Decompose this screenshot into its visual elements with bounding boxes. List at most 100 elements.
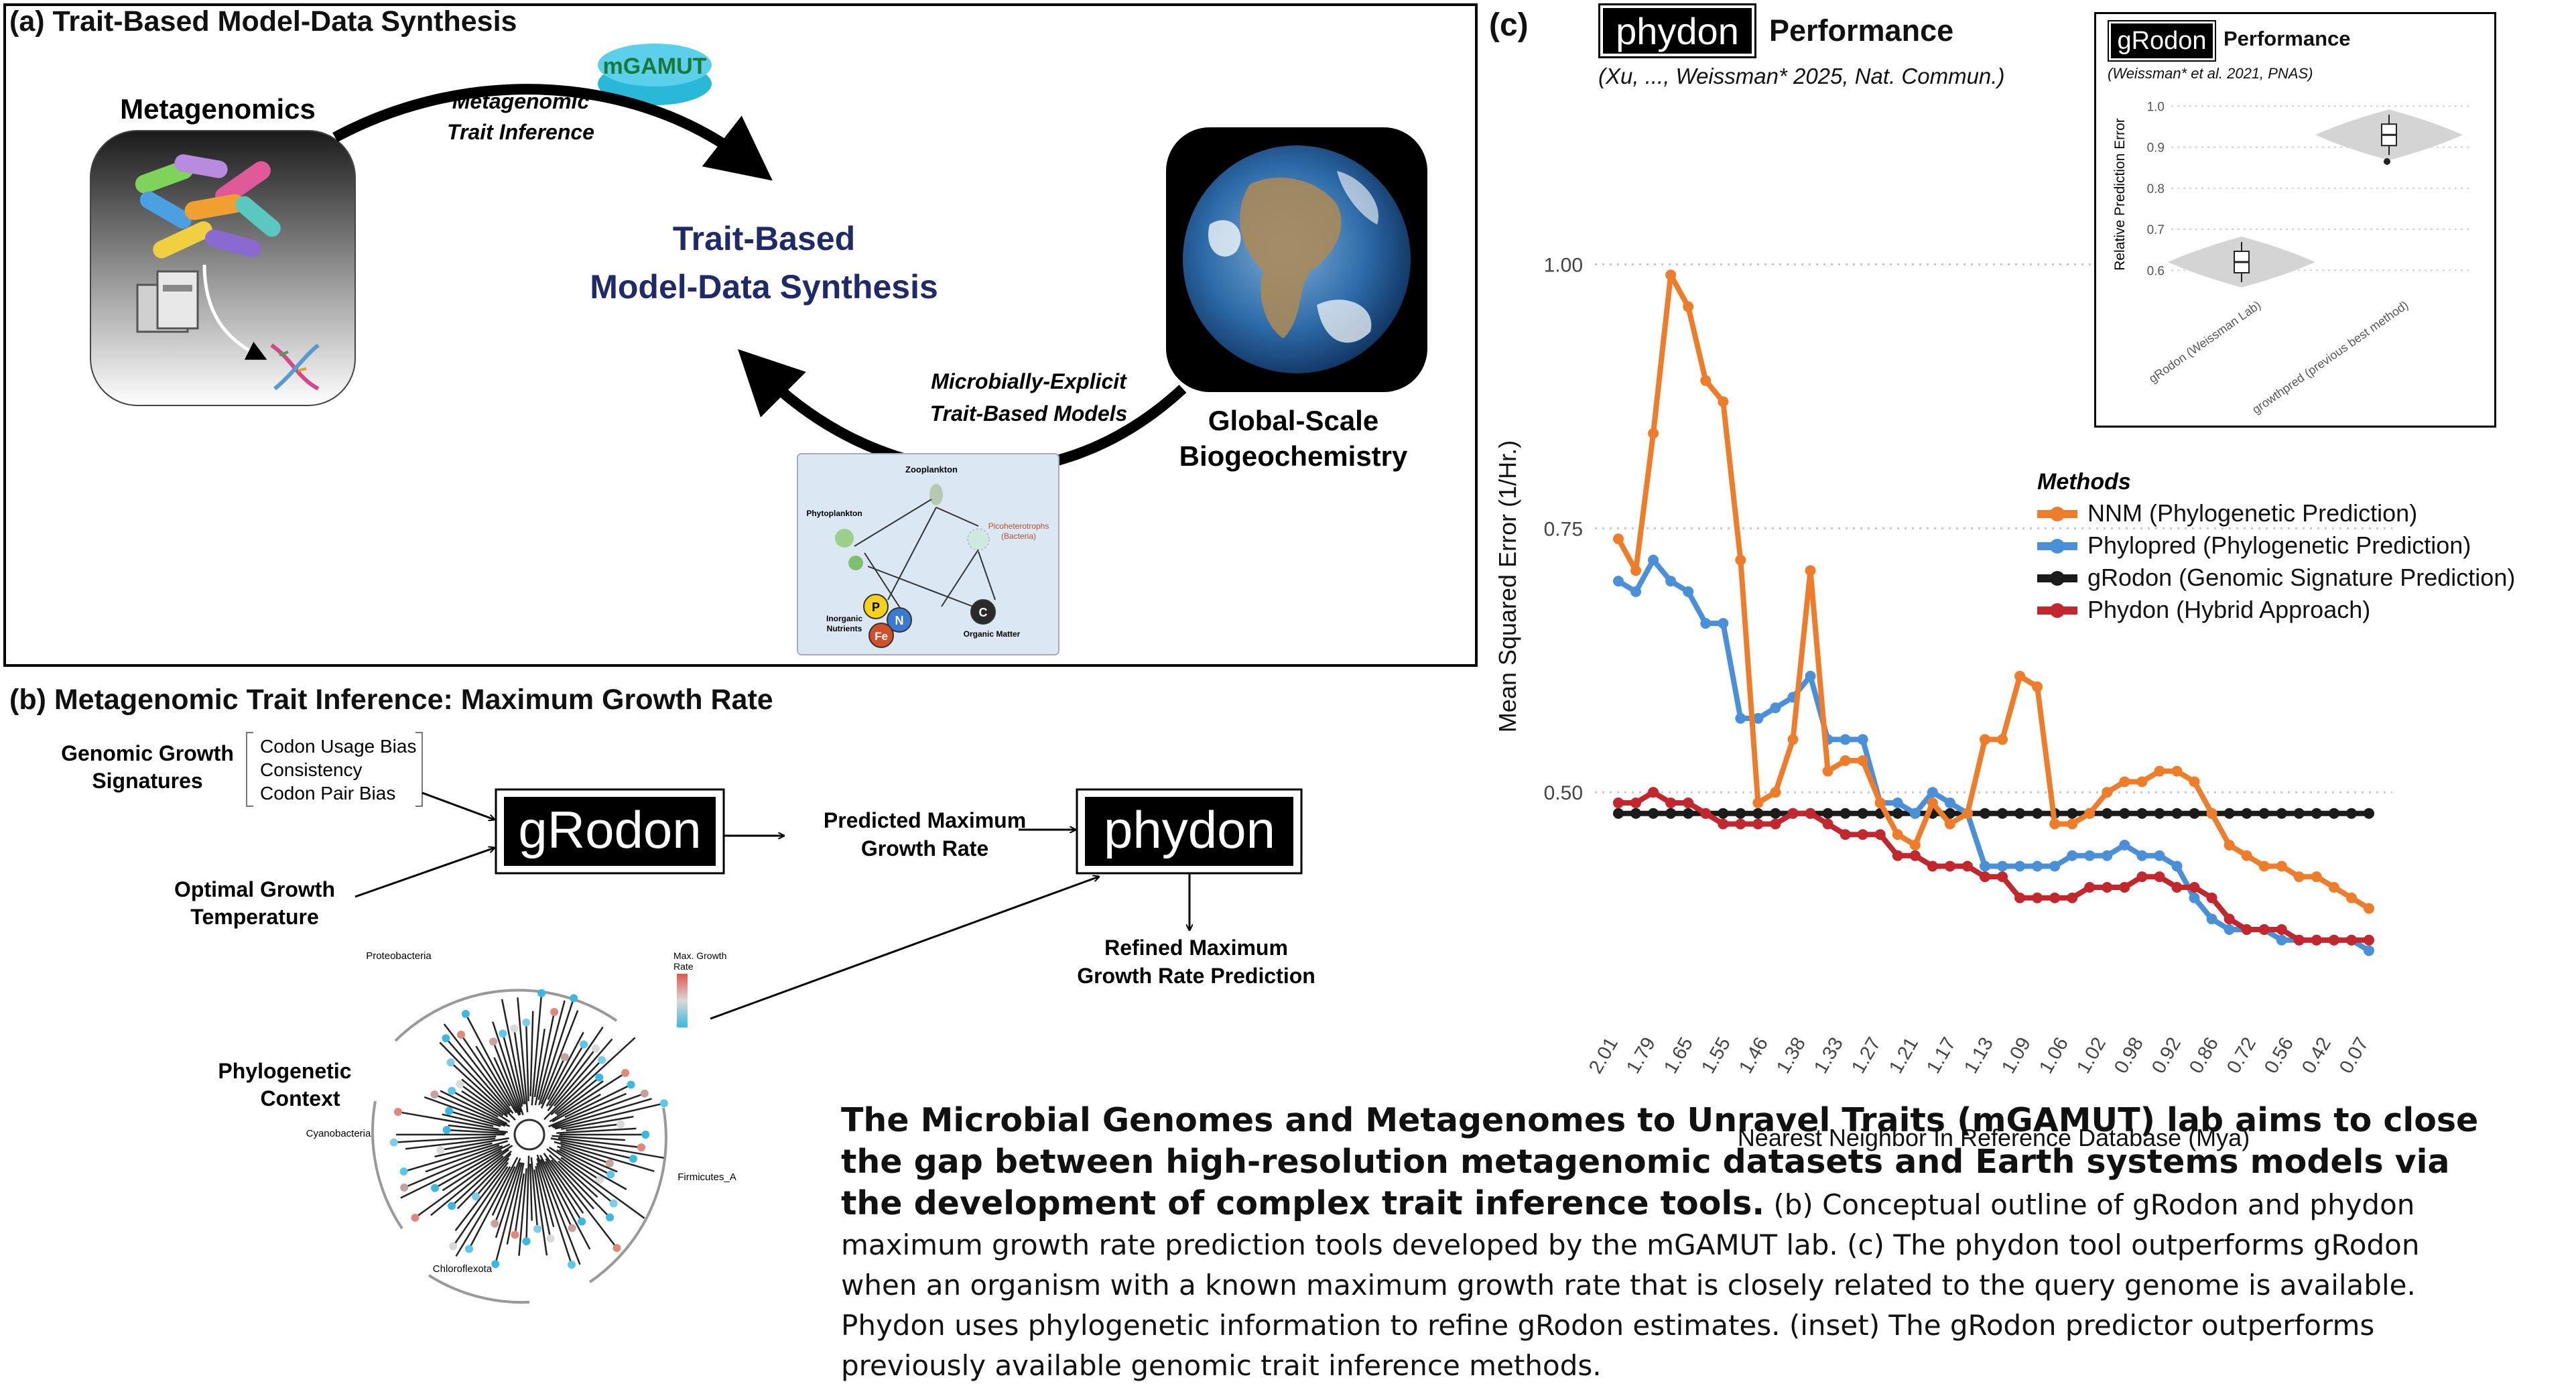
series-point-3 [1892,850,1903,861]
series-point-1 [1857,734,1868,745]
tree-branch [534,1011,556,1106]
predicted-max-2: Growth Rate [861,836,988,861]
tree-tip [491,1219,499,1228]
bias-item-1: Codon Usage Bias [260,736,416,757]
x-tick-label: 1.17 [1923,1034,1960,1078]
inset-y-tick: 1.0 [2147,100,2165,114]
tree-branch [553,1098,652,1129]
y-tick-label: 0.75 [1544,518,1583,540]
mgamut-logo: mGAMUT [598,44,712,105]
tree-tip [461,1009,470,1018]
tree-branch [397,1111,499,1131]
legend-rate: Rate [673,961,694,972]
series-point-3 [2189,881,2200,893]
tree-tip [522,1018,531,1027]
tree-branch [400,1143,511,1199]
tree-tip [431,1184,440,1192]
tree-tip [568,1261,576,1269]
x-tick-label: 0.86 [2185,1034,2223,1078]
genomic-growth-1: Genomic Growth [61,741,234,765]
bias-item-3: Codon Pair Bias [260,783,395,804]
series-point-1 [2032,861,2043,872]
arrow-bottom-label-2: Trait-Based Models [930,401,1128,426]
tree-branch [540,1056,566,1109]
tree-branch [561,1115,634,1131]
tree-tip [491,1260,500,1269]
series-point-2 [2067,808,2078,819]
bacteria-cluster [135,154,281,259]
tree-tip [568,1224,576,1232]
panel-c-label: (c) [1489,7,1529,43]
earth-image [1166,127,1427,392]
center-title-2: Model-Data Synthesis [590,268,938,306]
series-point-3 [1683,797,1694,808]
series-point-3 [1822,818,1833,830]
tree-branch [531,993,543,1106]
series-point-1 [2224,924,2235,935]
series-point-1 [1909,808,1921,819]
tree-branch [560,1141,634,1160]
tree-tip [446,1058,455,1067]
legend-dot [2050,539,2065,554]
series-point-1 [1683,586,1694,597]
x-tick-label: 1.33 [1810,1034,1848,1078]
panel-b-diagram: Genomic Growth Signatures Codon Usage Bi… [61,732,1315,1304]
x-tick-label: 1.55 [1697,1034,1735,1078]
series-point-1 [1997,861,2008,872]
series-point-2 [1997,808,2008,819]
panel-c-title-rest: Performance [1769,13,1954,48]
tree-tip [471,1192,480,1201]
tree-branch [452,1166,509,1247]
tree-branch [424,1096,506,1127]
msе-line-chart: 1.00 0.75 0.50 Mean Squared Error (1/Hr.) 2.… [1494,255,2515,1151]
clade-firmicutes: Firmicutes_A [678,1171,736,1183]
tree-tip [595,1073,604,1082]
legend-entry: NNM (Phylogenetic Prediction) [2087,499,2417,527]
series-point-1 [1648,554,1659,566]
tree-branch [556,1080,604,1116]
series-point-0 [1630,565,1642,576]
series-point-0 [1997,734,2008,745]
inset-title-rest: Performance [2224,27,2351,50]
tree-tip [445,1106,454,1115]
series-point-2 [1648,808,1659,819]
x-tick-label: 1.38 [1773,1034,1810,1078]
tree-tip [389,1138,398,1147]
tree-branch [451,1150,512,1207]
series-point-3 [1770,818,1781,830]
tree-branch [539,1155,591,1250]
series-point-3 [1735,818,1746,830]
series-point-0 [2084,808,2096,819]
series-point-0 [2014,670,2026,682]
series-point-1 [1752,712,1764,724]
tree-branch [455,1166,511,1257]
series-point-2 [1683,808,1694,819]
tree-branch [495,1162,521,1239]
tree-branch [414,1149,509,1218]
x-tick-label: 1.21 [1885,1034,1923,1078]
x-tick-label: 1.06 [2035,1034,2073,1078]
series-point-0 [1770,787,1781,798]
tree-branch [543,1153,618,1249]
tree-branch [554,1102,665,1130]
tree-branch [442,1145,513,1192]
tree-branch [456,1153,512,1210]
tree-tip [436,1145,445,1154]
series-point-3 [2224,913,2235,925]
series-point-3 [1648,787,1659,798]
tree-tip [442,1125,451,1134]
bias-item-2: Consistency [260,759,363,780]
tree-tip [550,1007,559,1016]
tree-branch [556,1149,627,1190]
series-point-2 [1613,808,1624,819]
tree-branch [548,1026,604,1106]
tree-tip [456,1030,465,1039]
inset-y-tick: 0.9 [2147,141,2165,155]
inset-title-box: gRodon [2108,20,2216,62]
panel-a-graphics: mGAMUT Zooplankton Phytoplankton Picohet… [90,44,1427,655]
x-axis-label: Nearest Neighbor In Reference Database (… [1738,1124,2250,1151]
tree-branch [443,1023,514,1114]
series-point-0 [2311,871,2322,883]
tree-branch [566,1123,621,1131]
series-point-1 [1665,576,1677,587]
